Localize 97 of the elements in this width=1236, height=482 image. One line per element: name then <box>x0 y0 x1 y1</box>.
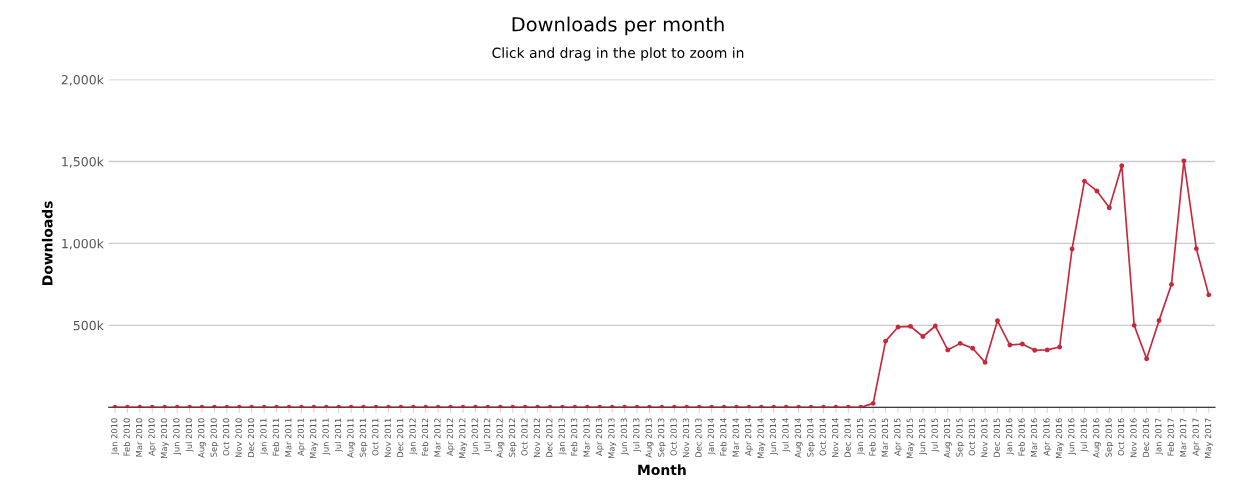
x-tick-label: May 2012 <box>459 418 468 458</box>
x-tick-label: Dec 2015 <box>993 418 1000 457</box>
x-tick-label: Feb 2014 <box>719 418 727 456</box>
x-tick-label: May 2013 <box>608 418 617 458</box>
x-tick-label: Jun 2012 <box>471 418 480 456</box>
x-tick-label: Jun 2013 <box>620 418 629 456</box>
x-tick-label: Aug 2016 <box>1093 418 1101 458</box>
x-tick-label: Oct 2010 <box>222 418 230 456</box>
x-tick-label: Jun 2011 <box>322 418 331 456</box>
x-tick-label: Mar 2013 <box>583 418 590 457</box>
x-tick-label: Dec 2010 <box>247 418 255 457</box>
x-tick-label: Oct 2013 <box>670 418 677 456</box>
x-tick-label: Jul 2013 <box>632 418 641 453</box>
x-tick-label: Apr 2010 <box>148 418 157 456</box>
x-tick-label: Jan 2015 <box>856 418 865 455</box>
x-tick-label: Dec 2013 <box>695 418 702 457</box>
x-tick-label: Mar 2011 <box>285 418 292 457</box>
x-tick-label: Nov 2012 <box>533 418 540 458</box>
x-tick-label: Mar 2012 <box>434 418 441 457</box>
x-tick-label: May 2014 <box>757 418 766 458</box>
x-tick-label: Apr 2013 <box>595 418 604 456</box>
x-tick-label: Jul 2015 <box>931 418 940 453</box>
x-tick-label: Jul 2010 <box>185 418 194 453</box>
x-tick-label: Jan 2010 <box>111 418 119 455</box>
x-tick-label: Sep 2011 <box>359 418 368 457</box>
x-tick-label: Feb 2015 <box>869 418 876 456</box>
chart-title: Downloads per month <box>512 16 724 36</box>
x-tick-label: Jan 2014 <box>707 418 716 455</box>
chart-subtitle: Click and drag in the plot to zoom in <box>492 47 744 61</box>
x-tick-label: Nov 2010 <box>235 418 242 458</box>
x-tick-label: Aug 2013 <box>645 418 654 458</box>
x-tick-label: Aug 2010 <box>198 418 207 458</box>
x-tick-label: Aug 2014 <box>794 418 803 458</box>
x-tick-label: Oct 2014 <box>819 418 826 456</box>
x-tick-label: Aug 2011 <box>347 418 356 458</box>
x-tick-label: Jun 2015 <box>919 418 927 456</box>
x-tick-label: Jul 2016 <box>1080 418 1089 453</box>
x-tick-label: Jun 2010 <box>173 418 182 456</box>
x-tick-label: Mar 2015 <box>881 418 889 457</box>
x-tick-label: Nov 2011 <box>384 418 391 458</box>
x-tick-label: Apr 2012 <box>446 418 455 456</box>
x-tick-label: Mar 2014 <box>732 418 739 457</box>
x-tick-label: Aug 2015 <box>943 418 952 458</box>
x-tick-label: Apr 2016 <box>1043 418 1052 456</box>
y-tick-label: 500k <box>73 320 104 331</box>
x-tick-label: Oct 2012 <box>521 418 528 456</box>
y-axis-title: Downloads <box>41 201 53 285</box>
x-tick-label: Jul 2014 <box>782 418 791 453</box>
x-axis-title: Month <box>638 464 686 476</box>
x-tick-label: Apr 2014 <box>745 418 753 456</box>
x-tick-label: Oct 2016 <box>1117 418 1125 456</box>
x-tick-label: May 2011 <box>309 418 318 458</box>
y-tick-label: 2,000k <box>61 74 104 86</box>
x-tick-label: Feb 2013 <box>570 418 578 456</box>
x-tick-label: Dec 2014 <box>844 418 851 457</box>
x-tick-label: Feb 2010 <box>123 418 130 456</box>
x-tick-label: Jan 2013 <box>558 418 567 455</box>
x-tick-label: Jan 2012 <box>409 418 418 455</box>
x-tick-label: Jun 2014 <box>769 418 778 456</box>
x-tick-label: May 2010 <box>160 418 169 458</box>
x-tick-label: Apr 2011 <box>297 418 306 456</box>
x-tick-label: Jun 2016 <box>1068 418 1077 456</box>
y-tick-label: 1,000k <box>62 238 104 250</box>
x-tick-label: Jan 2011 <box>260 418 269 455</box>
x-tick-label: Nov 2015 <box>981 418 988 458</box>
x-tick-label: Mar 2010 <box>135 418 143 457</box>
x-tick-label: Apr 2015 <box>894 418 903 456</box>
x-tick-label: May 2017 <box>1204 418 1213 458</box>
x-tick-label: Nov 2016 <box>1130 418 1137 458</box>
x-tick-label: Sep 2012 <box>508 418 517 457</box>
x-tick-label: Dec 2012 <box>546 418 553 457</box>
x-tick-label: Feb 2016 <box>1018 418 1025 456</box>
x-tick-label: Sep 2015 <box>956 418 965 457</box>
x-tick-label: Oct 2011 <box>372 418 379 456</box>
x-tick-label: Sep 2013 <box>657 418 666 457</box>
x-tick-label: Mar 2016 <box>1030 418 1038 457</box>
x-tick-label: Nov 2013 <box>682 418 690 458</box>
x-tick-label: Nov 2014 <box>832 418 839 458</box>
y-tick-label: 1,500k <box>62 156 104 168</box>
x-tick-label: Oct 2015 <box>968 418 976 456</box>
x-tick-label: Aug 2012 <box>496 418 505 458</box>
x-tick-label: May 2015 <box>906 418 915 458</box>
x-tick-label: Feb 2012 <box>421 418 429 456</box>
x-tick-label: Dec 2016 <box>1142 418 1150 457</box>
x-tick-label: Sep 2014 <box>807 418 816 457</box>
x-tick-label: May 2016 <box>1055 418 1064 458</box>
x-tick-label: Dec 2011 <box>396 418 404 457</box>
x-tick-label: Sep 2010 <box>210 418 219 457</box>
x-tick-label: Apr 2017 <box>1192 418 1201 456</box>
x-tick-label: Jul 2011 <box>334 418 343 453</box>
x-tick-label: Mar 2017 <box>1180 418 1187 457</box>
x-tick-label: Jan 2016 <box>1006 418 1014 455</box>
x-tick-label: Jan 2017 <box>1155 418 1164 455</box>
x-tick-label: Sep 2016 <box>1105 418 1114 457</box>
x-tick-label: Jul 2012 <box>483 418 492 453</box>
x-tick-label: Feb 2017 <box>1167 418 1174 456</box>
x-tick-label: Feb 2011 <box>272 418 279 456</box>
